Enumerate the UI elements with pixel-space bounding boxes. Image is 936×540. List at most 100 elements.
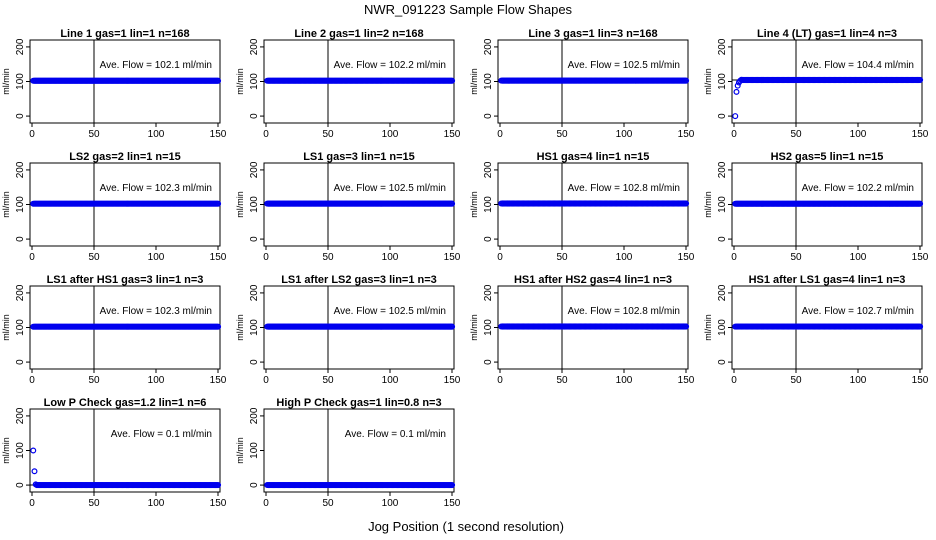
panel-8: HS2 gas=5 lin=1 n=15 0 100 200 ml/min 0 50 100 1… (703, 151, 929, 263)
x-tick-label: 0 (263, 252, 269, 263)
x-tick-label: 0 (497, 252, 503, 263)
y-tick-label: 0 (15, 113, 26, 119)
y-axis-label: ml/min (1, 68, 11, 95)
y-tick-label: 0 (249, 236, 260, 242)
x-tick-label: 50 (556, 129, 568, 140)
panel-9: LS1 after HS1 gas=3 lin=1 n=3 0 100 200 ml/m… (1, 274, 227, 386)
y-axis-label: ml/min (1, 191, 11, 218)
data-point (214, 323, 222, 330)
x-tick-label: 100 (382, 498, 399, 509)
average-flow-annotation: Ave. Flow = 0.1 ml/min (111, 429, 212, 440)
y-tick-label: 200 (15, 38, 26, 55)
average-flow-annotation: Ave. Flow = 102.3 ml/min (100, 306, 212, 317)
y-axis-label: ml/min (469, 191, 479, 218)
x-tick-label: 0 (497, 375, 503, 386)
y-tick-label: 100 (249, 196, 260, 213)
x-tick-label: 150 (210, 252, 227, 263)
average-flow-annotation: Ave. Flow = 102.2 ml/min (334, 60, 446, 71)
y-tick-label: 200 (717, 38, 728, 55)
x-tick-label: 0 (29, 375, 35, 386)
x-tick-label: 150 (444, 252, 461, 263)
panel-title: Line 2 gas=1 lin=2 n=168 (294, 28, 423, 40)
x-tick-label: 150 (912, 375, 929, 386)
y-tick-label: 0 (483, 113, 494, 119)
y-axis-label: ml/min (235, 314, 245, 341)
x-tick-label: 100 (148, 498, 165, 509)
x-tick-label: 50 (322, 375, 334, 386)
y-tick-label: 0 (249, 113, 260, 119)
y-tick-label: 100 (15, 442, 26, 459)
y-tick-label: 100 (249, 319, 260, 336)
data-point (916, 76, 924, 84)
panel-title: LS2 gas=2 lin=1 n=15 (69, 151, 181, 163)
x-tick-label: 0 (731, 129, 737, 140)
panel-6: LS1 gas=3 lin=1 n=15 0 100 200 ml/min 0 50 100 1… (235, 151, 461, 263)
y-tick-label: 200 (15, 407, 26, 424)
x-tick-label: 0 (29, 129, 35, 140)
data-point (214, 481, 222, 489)
x-tick-label: 0 (263, 375, 269, 386)
y-axis-label: ml/min (703, 314, 713, 341)
y-tick-label: 0 (717, 359, 728, 365)
y-tick-label: 100 (483, 319, 494, 336)
x-tick-label: 150 (444, 375, 461, 386)
y-tick-label: 100 (717, 196, 728, 213)
x-axis-label: Jog Position (1 second resolution) (368, 519, 564, 534)
y-tick-label: 200 (249, 284, 260, 301)
x-tick-label: 150 (678, 129, 695, 140)
x-tick-label: 150 (678, 375, 695, 386)
x-tick-label: 50 (790, 129, 802, 140)
panel-7: HS1 gas=4 lin=1 n=15 0 100 200 ml/min 0 50 100 1… (469, 151, 695, 263)
y-tick-label: 200 (249, 407, 260, 424)
panel-title: LS1 gas=3 lin=1 n=15 (303, 151, 415, 163)
average-flow-annotation: Ave. Flow = 102.8 ml/min (568, 306, 680, 317)
panel-title: HS1 after LS1 gas=4 lin=1 n=3 (749, 274, 906, 286)
panel-title: HS1 after HS2 gas=4 lin=1 n=3 (514, 274, 672, 286)
y-tick-label: 100 (483, 196, 494, 213)
panel-title: Low P Check gas=1.2 lin=1 n=6 (44, 397, 207, 409)
y-axis-label: ml/min (235, 191, 245, 218)
x-tick-label: 150 (912, 129, 929, 140)
x-tick-label: 50 (322, 252, 334, 263)
data-point (682, 77, 690, 84)
x-tick-label: 50 (322, 129, 334, 140)
y-tick-label: 100 (15, 319, 26, 336)
average-flow-annotation: Ave. Flow = 102.7 ml/min (802, 306, 914, 317)
x-tick-label: 0 (731, 375, 737, 386)
x-tick-label: 100 (148, 375, 165, 386)
panel-5: LS2 gas=2 lin=1 n=15 0 100 200 ml/min 0 50 100 1… (1, 151, 227, 263)
x-tick-label: 100 (616, 252, 633, 263)
panel-4: Line 4 (LT) gas=1 lin=4 n=3 0 100 200 ml/min… (703, 28, 929, 140)
x-tick-label: 150 (444, 129, 461, 140)
panel-10: LS1 after LS2 gas=3 lin=1 n=3 0 100 200 ml/m… (235, 274, 461, 386)
panel-1: Line 1 gas=1 lin=1 n=168 0 100 200 ml/min 0 50… (1, 28, 227, 140)
x-tick-label: 100 (148, 252, 165, 263)
x-tick-label: 0 (29, 252, 35, 263)
average-flow-annotation: Ave. Flow = 102.8 ml/min (568, 183, 680, 194)
data-point (448, 200, 456, 207)
x-tick-label: 0 (29, 498, 35, 509)
data-point (214, 77, 222, 84)
data-point (448, 481, 456, 489)
x-tick-label: 100 (850, 129, 867, 140)
panel-title: LS1 after LS2 gas=3 lin=1 n=3 (281, 274, 437, 286)
panel-title: Line 3 gas=1 lin=3 n=168 (528, 28, 657, 40)
y-tick-label: 200 (717, 161, 728, 178)
x-tick-label: 50 (790, 252, 802, 263)
x-tick-label: 150 (444, 498, 461, 509)
panel-title: High P Check gas=1 lin=0.8 n=3 (276, 397, 441, 409)
chart-title: NWR_091223 Sample Flow Shapes (364, 2, 573, 17)
y-tick-label: 200 (717, 284, 728, 301)
x-tick-label: 150 (210, 375, 227, 386)
panel-title: Line 1 gas=1 lin=1 n=168 (60, 28, 189, 40)
x-tick-label: 100 (148, 129, 165, 140)
x-tick-label: 0 (731, 252, 737, 263)
data-point (733, 88, 740, 95)
y-tick-label: 0 (717, 113, 728, 119)
x-tick-label: 150 (210, 129, 227, 140)
y-tick-label: 0 (717, 236, 728, 242)
x-tick-label: 50 (322, 498, 334, 509)
x-tick-label: 0 (263, 498, 269, 509)
y-tick-label: 200 (483, 161, 494, 178)
